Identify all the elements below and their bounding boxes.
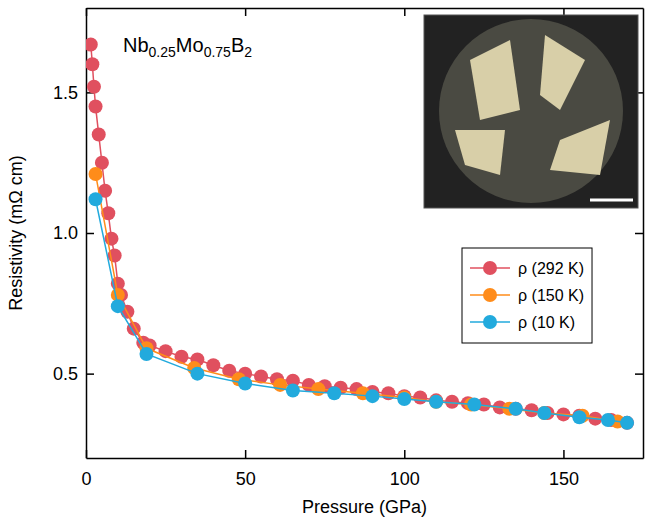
y-axis-title: Resistivity (mΩ cm) bbox=[6, 155, 26, 310]
tick-mark bbox=[404, 450, 406, 458]
series-line bbox=[91, 45, 627, 423]
point bbox=[509, 402, 523, 416]
point bbox=[206, 358, 220, 372]
inset-gasket bbox=[439, 19, 623, 203]
legend-frame bbox=[462, 248, 592, 343]
legend-swatch-marker bbox=[483, 261, 497, 275]
point bbox=[537, 406, 551, 420]
point bbox=[365, 389, 379, 403]
annotation: Nb0.25Mo0.75B2 bbox=[123, 34, 252, 60]
series bbox=[89, 167, 625, 429]
tick-label: 0.5 bbox=[53, 364, 78, 384]
tick-label: 50 bbox=[236, 469, 256, 489]
legend-label: ρ (10 K) bbox=[518, 314, 575, 331]
inset-frame bbox=[424, 15, 638, 208]
point bbox=[111, 299, 125, 313]
inset-electrode bbox=[470, 40, 520, 120]
inset-scale-bar bbox=[590, 199, 633, 202]
tick-label: 150 bbox=[549, 469, 579, 489]
point bbox=[87, 80, 101, 94]
point bbox=[397, 392, 411, 406]
point bbox=[89, 167, 103, 181]
point bbox=[537, 406, 551, 420]
series-line bbox=[96, 199, 628, 423]
tick-mark bbox=[404, 8, 406, 16]
point bbox=[139, 347, 153, 361]
tick bbox=[245, 8, 246, 16]
tick: 50 bbox=[236, 450, 256, 489]
tick-mark bbox=[635, 373, 643, 375]
point bbox=[190, 367, 204, 381]
tick: 0.5 bbox=[53, 364, 94, 384]
inset-photo bbox=[424, 15, 638, 208]
tick-label: 0 bbox=[81, 469, 91, 489]
point bbox=[620, 416, 634, 430]
point bbox=[174, 350, 188, 364]
point bbox=[89, 99, 103, 113]
point bbox=[467, 398, 481, 412]
tick bbox=[635, 374, 643, 375]
inset-electrode bbox=[540, 35, 585, 110]
point bbox=[572, 410, 586, 424]
tick-mark bbox=[245, 8, 247, 16]
point bbox=[601, 413, 615, 427]
x-axis-title: Pressure (GPa) bbox=[302, 497, 427, 517]
inset-electrode bbox=[455, 130, 505, 175]
point bbox=[445, 395, 459, 409]
legend-swatch-marker bbox=[483, 315, 497, 329]
point bbox=[89, 192, 103, 206]
series bbox=[89, 192, 635, 430]
legend: ρ (292 K) ρ (150 K) ρ (10 K) bbox=[462, 248, 592, 343]
tick bbox=[404, 8, 405, 16]
plot-area bbox=[86, 38, 634, 430]
tick-label: 1.0 bbox=[53, 223, 78, 243]
tick: 150 bbox=[549, 450, 579, 489]
tick bbox=[635, 233, 643, 234]
x-axis: 0 50 100 150 bbox=[81, 450, 643, 489]
inset-electrode bbox=[550, 120, 610, 175]
point bbox=[620, 416, 634, 430]
legend-label: ρ (150 K) bbox=[518, 287, 584, 304]
tick-mark bbox=[86, 373, 94, 375]
point bbox=[429, 395, 443, 409]
series-line bbox=[96, 174, 618, 421]
axis-line bbox=[87, 458, 644, 460]
tick-mark bbox=[245, 450, 247, 458]
tick-mark bbox=[86, 233, 94, 235]
tick-mark bbox=[635, 233, 643, 235]
point bbox=[413, 391, 427, 405]
legend-label: ρ (292 K) bbox=[518, 260, 584, 277]
tick: 100 bbox=[390, 450, 420, 489]
point bbox=[238, 376, 252, 390]
point bbox=[86, 38, 98, 52]
point bbox=[86, 57, 99, 71]
tick-label: 1.5 bbox=[53, 83, 78, 103]
series bbox=[86, 38, 634, 430]
point bbox=[311, 382, 325, 396]
point bbox=[429, 395, 443, 409]
legend-swatch-marker bbox=[483, 288, 497, 302]
point bbox=[327, 386, 341, 400]
tick: 1.0 bbox=[53, 223, 94, 243]
tick-label: 100 bbox=[390, 469, 420, 489]
point bbox=[92, 128, 106, 142]
y-axis: 0.5 1.0 1.5 bbox=[53, 9, 94, 459]
axis-line bbox=[87, 8, 644, 10]
point bbox=[509, 402, 523, 416]
tick-mark bbox=[563, 450, 565, 458]
chart: 0 50 100 150 0.5 1.0 1.5 Pressure (GPa) Resistiv… bbox=[0, 0, 647, 525]
point bbox=[286, 384, 300, 398]
